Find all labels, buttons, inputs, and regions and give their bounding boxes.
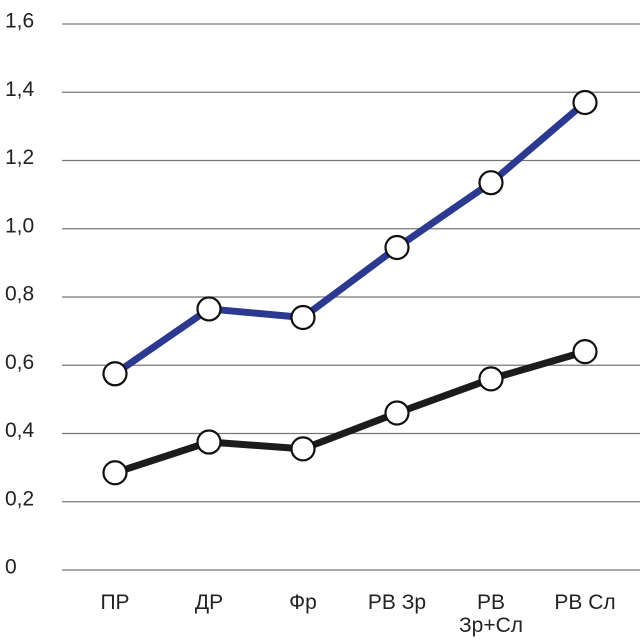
data-point-marker [290,304,316,331]
x-tick-label: РВ Сл [554,591,615,614]
data-point-marker [478,170,504,196]
data-point-marker [572,339,598,365]
x-tick-label: Фр [289,591,317,614]
y-tick-label: 0,8 [5,283,34,306]
data-point-marker [196,296,222,322]
y-tick-label: 1,0 [5,214,34,237]
data-point-marker [196,429,222,455]
series-line-2 [111,348,589,477]
x-tick-label: ДР [195,591,223,614]
y-tick-label: 0,4 [5,419,35,442]
data-point-marker [102,460,128,486]
y-tick-label: 1,2 [5,146,34,169]
data-point-marker [384,234,410,261]
y-tick-label: 0,6 [5,351,34,374]
x-tick-label: ПР [100,591,129,614]
series-markers [102,89,598,486]
y-tick-label: 1,6 [5,10,34,33]
data-point-marker [572,89,598,116]
y-tick-label: 0,2 [5,487,34,510]
data-point-marker [102,361,128,387]
gridlines [62,23,640,571]
y-tick-label: 1,4 [5,78,35,101]
y-axis-ticks: 0 0,2 0,4 0,6 0,8 1,0 1,2 1,4 1,6 [5,10,35,579]
x-axis-ticks: ПР ДР Фр РВ Зр РВ Зр+Сл РВ Сл [100,591,615,637]
series-lines [111,98,589,477]
data-point-marker [478,366,504,392]
x-tick-label: РВ Зр+Сл [459,591,523,637]
y-tick-label: 0 [5,556,17,579]
data-point-marker [290,436,316,462]
x-tick-label: РВ Зр [368,591,426,614]
series-line-1 [111,98,589,378]
data-point-marker [384,400,410,426]
